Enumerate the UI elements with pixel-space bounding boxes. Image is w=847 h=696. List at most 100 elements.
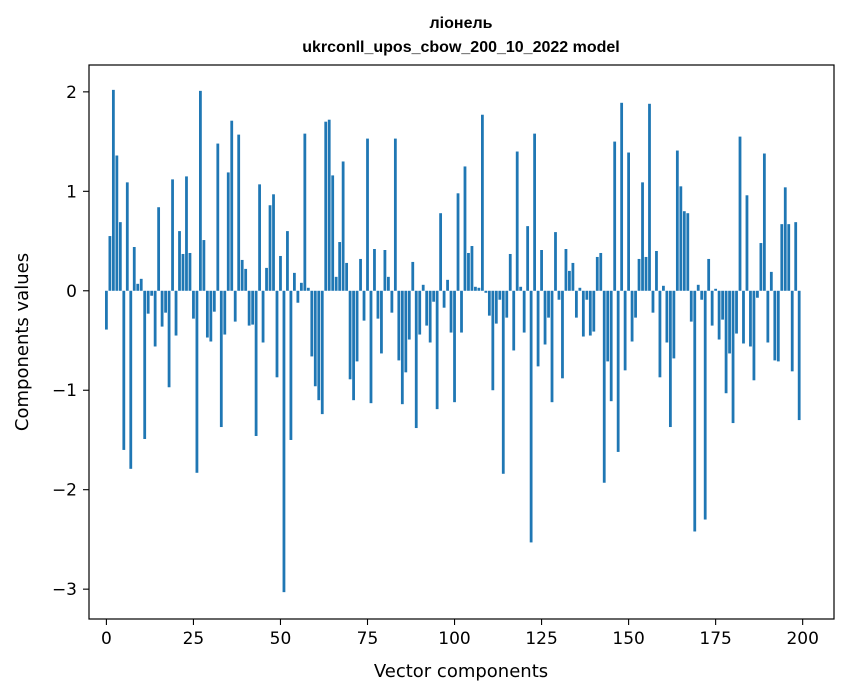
bar-134 xyxy=(571,262,575,291)
bar-40 xyxy=(244,268,248,291)
bar-47 xyxy=(268,205,272,291)
bar-187 xyxy=(756,290,759,298)
x-axis-label: Vector components xyxy=(374,661,548,682)
bar-179 xyxy=(728,290,731,354)
bar-80 xyxy=(383,250,387,291)
bar-130 xyxy=(557,290,561,300)
bar-7 xyxy=(129,290,133,469)
bar-19 xyxy=(171,179,174,291)
bar-52 xyxy=(286,231,289,291)
bar-42 xyxy=(251,290,255,325)
bar-23 xyxy=(185,176,188,291)
x-tick-label: 100 xyxy=(438,629,470,649)
bar-77 xyxy=(373,249,376,291)
bar-145 xyxy=(609,290,613,402)
bar-168 xyxy=(689,290,693,322)
bar-61 xyxy=(317,290,321,401)
y-tick-label: −2 xyxy=(52,481,77,501)
bar-193 xyxy=(776,290,780,362)
bar-55 xyxy=(296,290,300,303)
bar-132 xyxy=(564,249,568,291)
bar-192 xyxy=(773,290,777,361)
bar-21 xyxy=(178,231,181,291)
bar-112 xyxy=(494,290,498,324)
bar-84 xyxy=(397,290,401,361)
bar-135 xyxy=(574,290,578,318)
y-tick-label: −1 xyxy=(52,381,77,401)
bar-194 xyxy=(780,224,784,291)
bar-154 xyxy=(641,182,644,291)
bar-63 xyxy=(324,121,328,291)
bar-146 xyxy=(613,141,617,291)
bar-138 xyxy=(585,290,589,300)
bar-72 xyxy=(355,290,359,362)
bar-9 xyxy=(136,283,140,291)
bar-5 xyxy=(122,290,126,450)
bar-128 xyxy=(550,290,554,403)
bar-76 xyxy=(369,290,373,404)
bar-114 xyxy=(501,290,505,474)
bar-48 xyxy=(272,194,275,291)
chart-title-line2: ukrconll_upos_cbow_200_10_2022 model xyxy=(302,39,619,56)
bar-140 xyxy=(592,290,596,332)
bar-149 xyxy=(623,290,627,371)
bar-85 xyxy=(400,290,404,405)
bar-11 xyxy=(143,290,147,439)
bar-81 xyxy=(387,276,390,291)
bar-89 xyxy=(414,290,418,429)
bar-142 xyxy=(599,252,603,291)
bar-196 xyxy=(787,224,791,291)
bar-91 xyxy=(421,284,425,291)
bar-124 xyxy=(536,290,540,367)
bar-127 xyxy=(547,290,550,318)
bar-83 xyxy=(393,138,397,291)
bar-116 xyxy=(508,253,512,291)
bar-46 xyxy=(265,267,268,291)
bar-18 xyxy=(167,290,171,388)
bar-182 xyxy=(738,136,742,291)
bar-160 xyxy=(662,285,665,291)
bar-51 xyxy=(282,290,286,593)
bars-group xyxy=(105,89,801,593)
bar-26 xyxy=(195,290,199,473)
bar-30 xyxy=(209,290,213,342)
bar-58 xyxy=(306,287,310,291)
bar-166 xyxy=(682,211,686,291)
bar-10 xyxy=(139,278,143,291)
bar-109 xyxy=(484,290,488,293)
bar-158 xyxy=(655,250,658,291)
bar-173 xyxy=(707,258,711,291)
bar-94 xyxy=(432,290,436,302)
bar-129 xyxy=(554,232,557,291)
bar-125 xyxy=(540,250,543,291)
bar-78 xyxy=(376,290,380,319)
bar-102 xyxy=(460,290,463,333)
bar-167 xyxy=(686,213,690,291)
bar-191 xyxy=(769,271,773,291)
bar-62 xyxy=(320,290,324,415)
bar-45 xyxy=(261,290,265,343)
bar-44 xyxy=(258,184,261,291)
bar-188 xyxy=(759,243,763,291)
y-axis-ticks: 2 1 0 −1 −2 −3 xyxy=(52,83,89,600)
bar-59 xyxy=(310,290,314,357)
bar-79 xyxy=(380,290,383,354)
x-tick-label: 200 xyxy=(786,629,818,649)
bar-13 xyxy=(150,290,154,296)
bar-67 xyxy=(338,242,342,291)
bar-16 xyxy=(160,290,164,327)
bar-133 xyxy=(568,270,571,291)
y-tick-label: 1 xyxy=(66,182,77,202)
bar-12 xyxy=(146,290,150,314)
bar-17 xyxy=(164,290,167,313)
bar-197 xyxy=(790,290,794,372)
bar-143 xyxy=(602,290,606,483)
bar-43 xyxy=(254,290,258,436)
bar-97 xyxy=(442,290,446,308)
bar-75 xyxy=(366,138,369,291)
bar-2 xyxy=(111,89,115,291)
bar-159 xyxy=(658,290,662,378)
bar-110 xyxy=(487,290,491,316)
bar-147 xyxy=(616,290,620,452)
bar-27 xyxy=(199,90,202,291)
